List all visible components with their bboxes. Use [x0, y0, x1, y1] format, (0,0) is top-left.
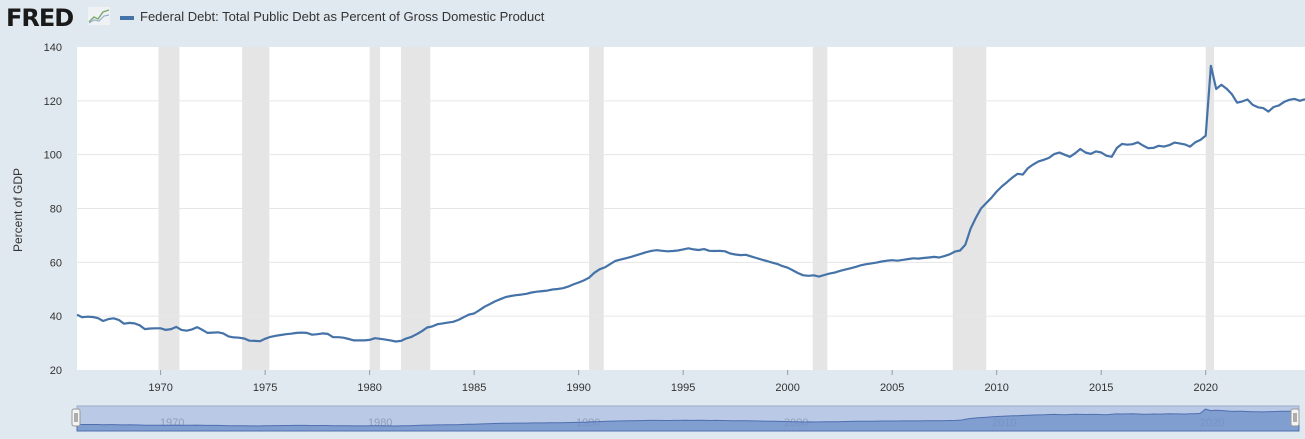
series-line — [76, 64, 1305, 343]
drag-handle-icon[interactable] — [1290, 408, 1300, 427]
x-tick-label: 2020 — [1193, 382, 1217, 394]
legend-label[interactable]: Federal Debt: Total Public Debt as Perce… — [140, 9, 545, 24]
fred-logo[interactable]: FRED — [6, 4, 74, 32]
y-tick-label: 120 — [44, 96, 62, 108]
x-tick-label: 1985 — [462, 382, 486, 394]
y-tick-label: 20 — [50, 365, 62, 377]
navigator-series-area — [76, 408, 1300, 432]
x-axis-ticks: 1970 1975 1980 1985 1990 1995 2000 2005 2010 2015… — [148, 370, 1218, 394]
x-tick-label: 2015 — [1089, 382, 1113, 394]
y-axis-ticks: 20 40 60 80 100 120 140 — [44, 42, 62, 377]
x-tick-label: 2010 — [984, 382, 1008, 394]
navigator: 197019801990200020102020 — [71, 405, 1300, 432]
y-tick-label: 40 — [50, 311, 62, 323]
y-tick-label: 60 — [50, 257, 62, 269]
grid-lines — [77, 100, 1305, 317]
x-tick-label: 1975 — [253, 382, 277, 394]
legend-swatch — [120, 16, 134, 20]
x-tick-label: 1980 — [357, 382, 381, 394]
x-tick-label: 1970 — [148, 382, 172, 394]
x-tick-label: 2000 — [775, 382, 799, 394]
x-tick-label: 2005 — [880, 382, 904, 394]
drag-handle-icon[interactable] — [71, 408, 81, 427]
y-tick-label: 100 — [44, 150, 62, 162]
y-tick-label: 140 — [44, 42, 62, 54]
x-tick-label: 1990 — [566, 382, 590, 394]
chart-header: FRED Federal Debt: Total Public Debt as … — [0, 0, 1305, 38]
chart-line-icon — [88, 7, 110, 25]
x-tick-label: 1995 — [671, 382, 695, 394]
y-tick-label: 80 — [50, 204, 62, 216]
